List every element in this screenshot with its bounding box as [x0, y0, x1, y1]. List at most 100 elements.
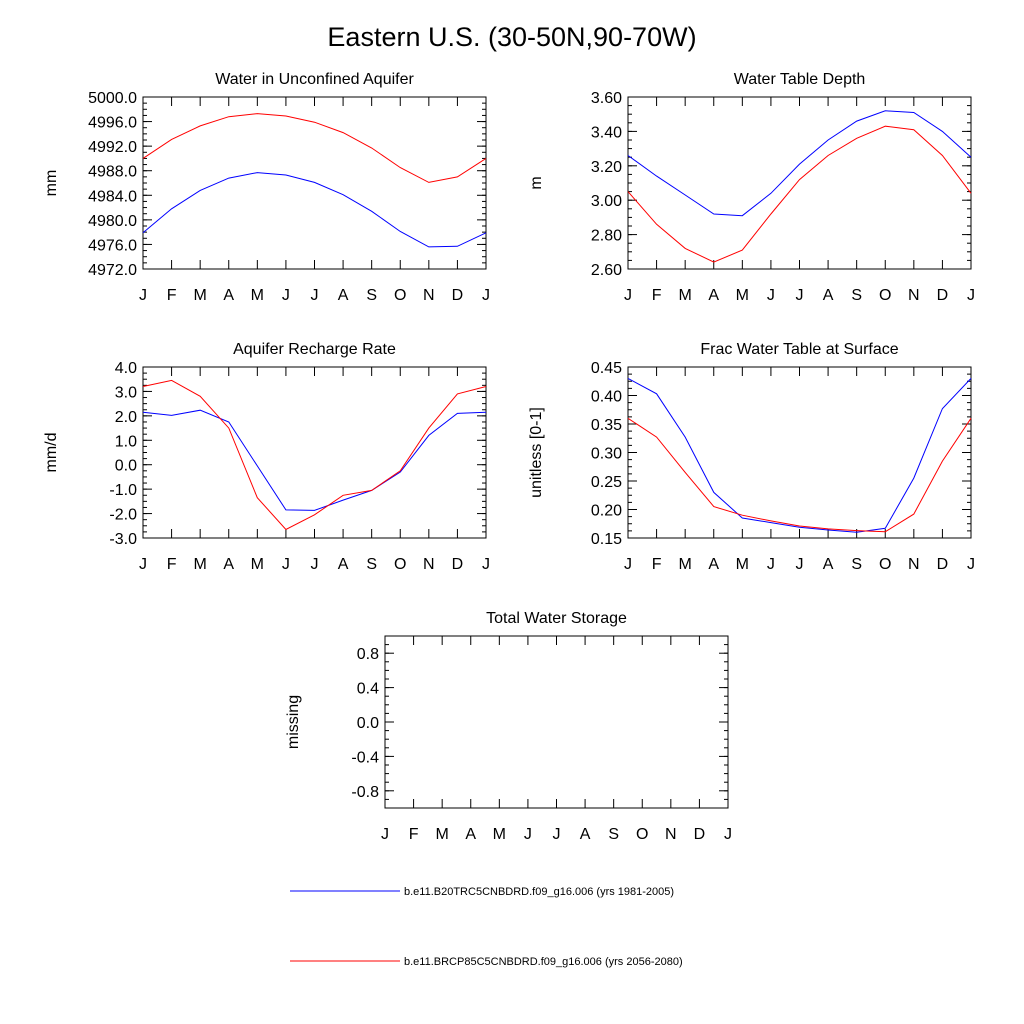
frac-water-table-xtick-label: M — [679, 556, 692, 573]
total-water-storage-xtick-label: S — [608, 826, 619, 843]
frac-water-table-panel: Frac Water Table at Surface unitless [0-1… — [528, 341, 975, 573]
recharge-rate-ytick-label: -1.0 — [109, 482, 137, 499]
frac-water-table-plot-frame — [627, 366, 972, 539]
water-table-depth-xtick-label: O — [879, 287, 891, 304]
aquifer-water-xtick-label: J — [282, 287, 290, 304]
water-table-depth-xtick-label: N — [908, 287, 920, 304]
water-table-depth-xtick-label: J — [796, 287, 804, 304]
frac-water-table-xtick-label: D — [937, 556, 949, 573]
recharge-rate-xtick-label: A — [223, 556, 234, 573]
recharge-rate-ylabel: mm/d — [43, 433, 60, 473]
recharge-rate-series-blue-line — [142, 409, 487, 511]
frac-water-table-series-red-line — [627, 417, 972, 533]
aquifer-water-ytick-label: 4976.0 — [88, 237, 137, 254]
aquifer-water-ytick-label: 5000.0 — [88, 90, 137, 107]
recharge-rate-ytick-label: 0.0 — [115, 458, 137, 475]
water-table-depth-xtick-label: J — [967, 287, 975, 304]
frac-water-table-xtick-label: A — [823, 556, 834, 573]
recharge-rate-xtick-label: J — [282, 556, 290, 573]
recharge-rate-xtick-label: M — [251, 556, 264, 573]
total-water-storage-xtick-label: A — [465, 826, 476, 843]
frac-water-table-xtick-label: J — [796, 556, 804, 573]
recharge-rate-xtick-label: A — [338, 556, 349, 573]
aquifer-water-xtick-label: F — [167, 287, 177, 304]
frac-water-table-xtick-label: J — [967, 556, 975, 573]
aquifer-water-xtick-label: A — [223, 287, 234, 304]
recharge-rate-xtick-label: S — [366, 556, 377, 573]
recharge-rate-series-red-line — [142, 379, 487, 531]
water-table-depth-ytick-label: 3.60 — [591, 90, 622, 107]
frac-water-table-ytick-label: 0.20 — [591, 503, 622, 520]
aquifer-water-xtick-label: S — [366, 287, 377, 304]
water-table-depth-series-red-line — [627, 125, 972, 263]
figure-title: Eastern U.S. (30-50N,90-70W) — [327, 22, 697, 52]
aquifer-water-xtick-label: M — [251, 287, 264, 304]
recharge-rate-title: Aquifer Recharge Rate — [233, 341, 396, 358]
water-table-depth-ytick-label: 2.80 — [591, 228, 622, 245]
recharge-rate-xtick-label: J — [482, 556, 490, 573]
aquifer-water-ytick-label: 4992.0 — [88, 139, 137, 156]
water-table-depth-ytick-label: 3.00 — [591, 193, 622, 210]
frac-water-table-ylabel: unitless [0-1] — [528, 407, 545, 498]
frac-water-table-xtick-label: J — [624, 556, 632, 573]
aquifer-water-ytick-label: 4996.0 — [88, 115, 137, 132]
total-water-storage-xtick-label: J — [553, 826, 561, 843]
legend: b.e11.B20TRC5CNBDRD.f09_g16.006 (yrs 198… — [290, 886, 683, 968]
frac-water-table-ytick-label: 0.35 — [591, 417, 622, 434]
recharge-rate-xtick-label: N — [423, 556, 435, 573]
aquifer-water-title: Water in Unconfined Aquifer — [215, 71, 414, 88]
aquifer-water-plot-frame — [142, 96, 487, 270]
total-water-storage-ytick-label: 0.0 — [357, 715, 379, 732]
water-table-depth-xtick-label: S — [851, 287, 862, 304]
total-water-storage-ytick-label: -0.8 — [351, 784, 379, 801]
total-water-storage-ytick-label: 0.4 — [357, 681, 379, 698]
frac-water-table-xtick-label: F — [652, 556, 662, 573]
water-table-depth-xtick-label: D — [937, 287, 949, 304]
recharge-rate-xtick-label: M — [194, 556, 207, 573]
frac-water-table-xtick-label: S — [851, 556, 862, 573]
total-water-storage-plot-frame — [384, 635, 729, 809]
aquifer-water-xtick-label: M — [194, 287, 207, 304]
water-table-depth-title: Water Table Depth — [734, 71, 866, 88]
legend-label-red: b.e11.BRCP85C5CNBDRD.f09_g16.006 (yrs 20… — [404, 956, 683, 968]
recharge-rate-xtick-label: J — [311, 556, 319, 573]
aquifer-water-ytick-label: 4988.0 — [88, 164, 137, 181]
aquifer-water-xtick-label: D — [452, 287, 464, 304]
aquifer-water-series-red-line — [142, 113, 487, 183]
frac-water-table-ytick-label: 0.25 — [591, 474, 622, 491]
total-water-storage-xtick-label: F — [409, 826, 419, 843]
frac-water-table-ytick-label: 0.15 — [591, 531, 622, 548]
recharge-rate-ytick-label: -3.0 — [109, 531, 137, 548]
water-table-depth-ylabel: m — [528, 176, 545, 189]
aquifer-water-xtick-label: A — [338, 287, 349, 304]
aquifer-water-ytick-label: 4980.0 — [88, 213, 137, 230]
water-table-depth-xtick-label: J — [624, 287, 632, 304]
frac-water-table-xtick-label: A — [708, 556, 719, 573]
aquifer-water-series-blue-line — [142, 172, 487, 248]
recharge-rate-ytick-label: 2.0 — [115, 409, 137, 426]
frac-water-table-ytick-label: 0.40 — [591, 389, 622, 406]
frac-water-table-ytick-label: 0.30 — [591, 446, 622, 463]
total-water-storage-xtick-label: J — [381, 826, 389, 843]
water-table-depth-xtick-label: A — [823, 287, 834, 304]
total-water-storage-ytick-label: 0.8 — [357, 646, 379, 663]
water-table-depth-ytick-label: 3.20 — [591, 159, 622, 176]
total-water-storage-xtick-label: M — [436, 826, 449, 843]
total-water-storage-ytick-label: -0.4 — [351, 749, 379, 766]
aquifer-water-xtick-label: J — [311, 287, 319, 304]
frac-water-table-title: Frac Water Table at Surface — [700, 341, 898, 358]
frac-water-table-xtick-label: N — [908, 556, 920, 573]
water-table-depth-xtick-label: A — [708, 287, 719, 304]
frac-water-table-xtick-label: J — [767, 556, 775, 573]
recharge-rate-xtick-label: D — [452, 556, 464, 573]
recharge-rate-xtick-label: F — [167, 556, 177, 573]
recharge-rate-ytick-label: 1.0 — [115, 433, 137, 450]
water-table-depth-xtick-label: M — [736, 287, 749, 304]
aquifer-water-xtick-label: J — [482, 287, 490, 304]
water-table-depth-ytick-label: 3.40 — [591, 124, 622, 141]
